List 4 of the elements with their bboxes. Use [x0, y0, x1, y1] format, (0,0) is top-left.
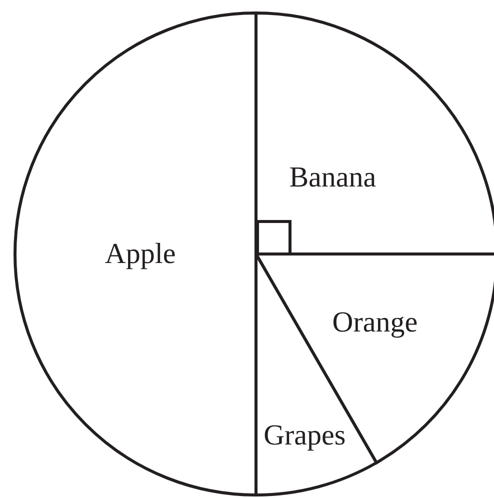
- slice-label: Apple: [104, 238, 176, 270]
- slice-label: Orange: [332, 306, 418, 339]
- slice-label: Banana: [289, 161, 376, 194]
- slice-label: Grapes: [264, 420, 346, 452]
